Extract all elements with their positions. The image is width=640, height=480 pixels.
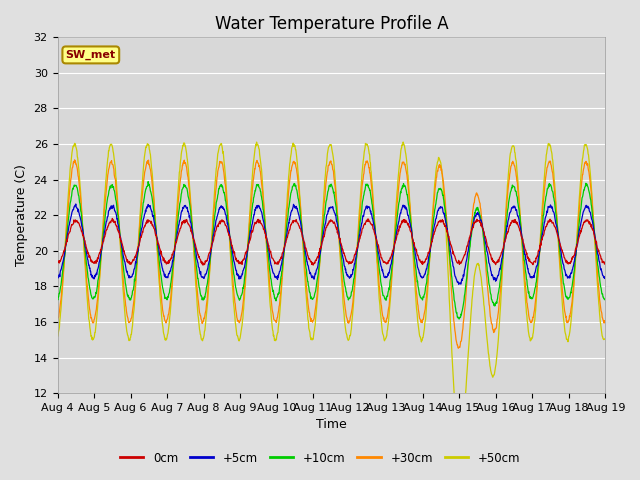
- Text: SW_met: SW_met: [66, 50, 116, 60]
- Title: Water Temperature Profile A: Water Temperature Profile A: [214, 15, 448, 33]
- X-axis label: Time: Time: [316, 419, 347, 432]
- Legend: 0cm, +5cm, +10cm, +30cm, +50cm: 0cm, +5cm, +10cm, +30cm, +50cm: [115, 447, 525, 469]
- Y-axis label: Temperature (C): Temperature (C): [15, 164, 28, 266]
